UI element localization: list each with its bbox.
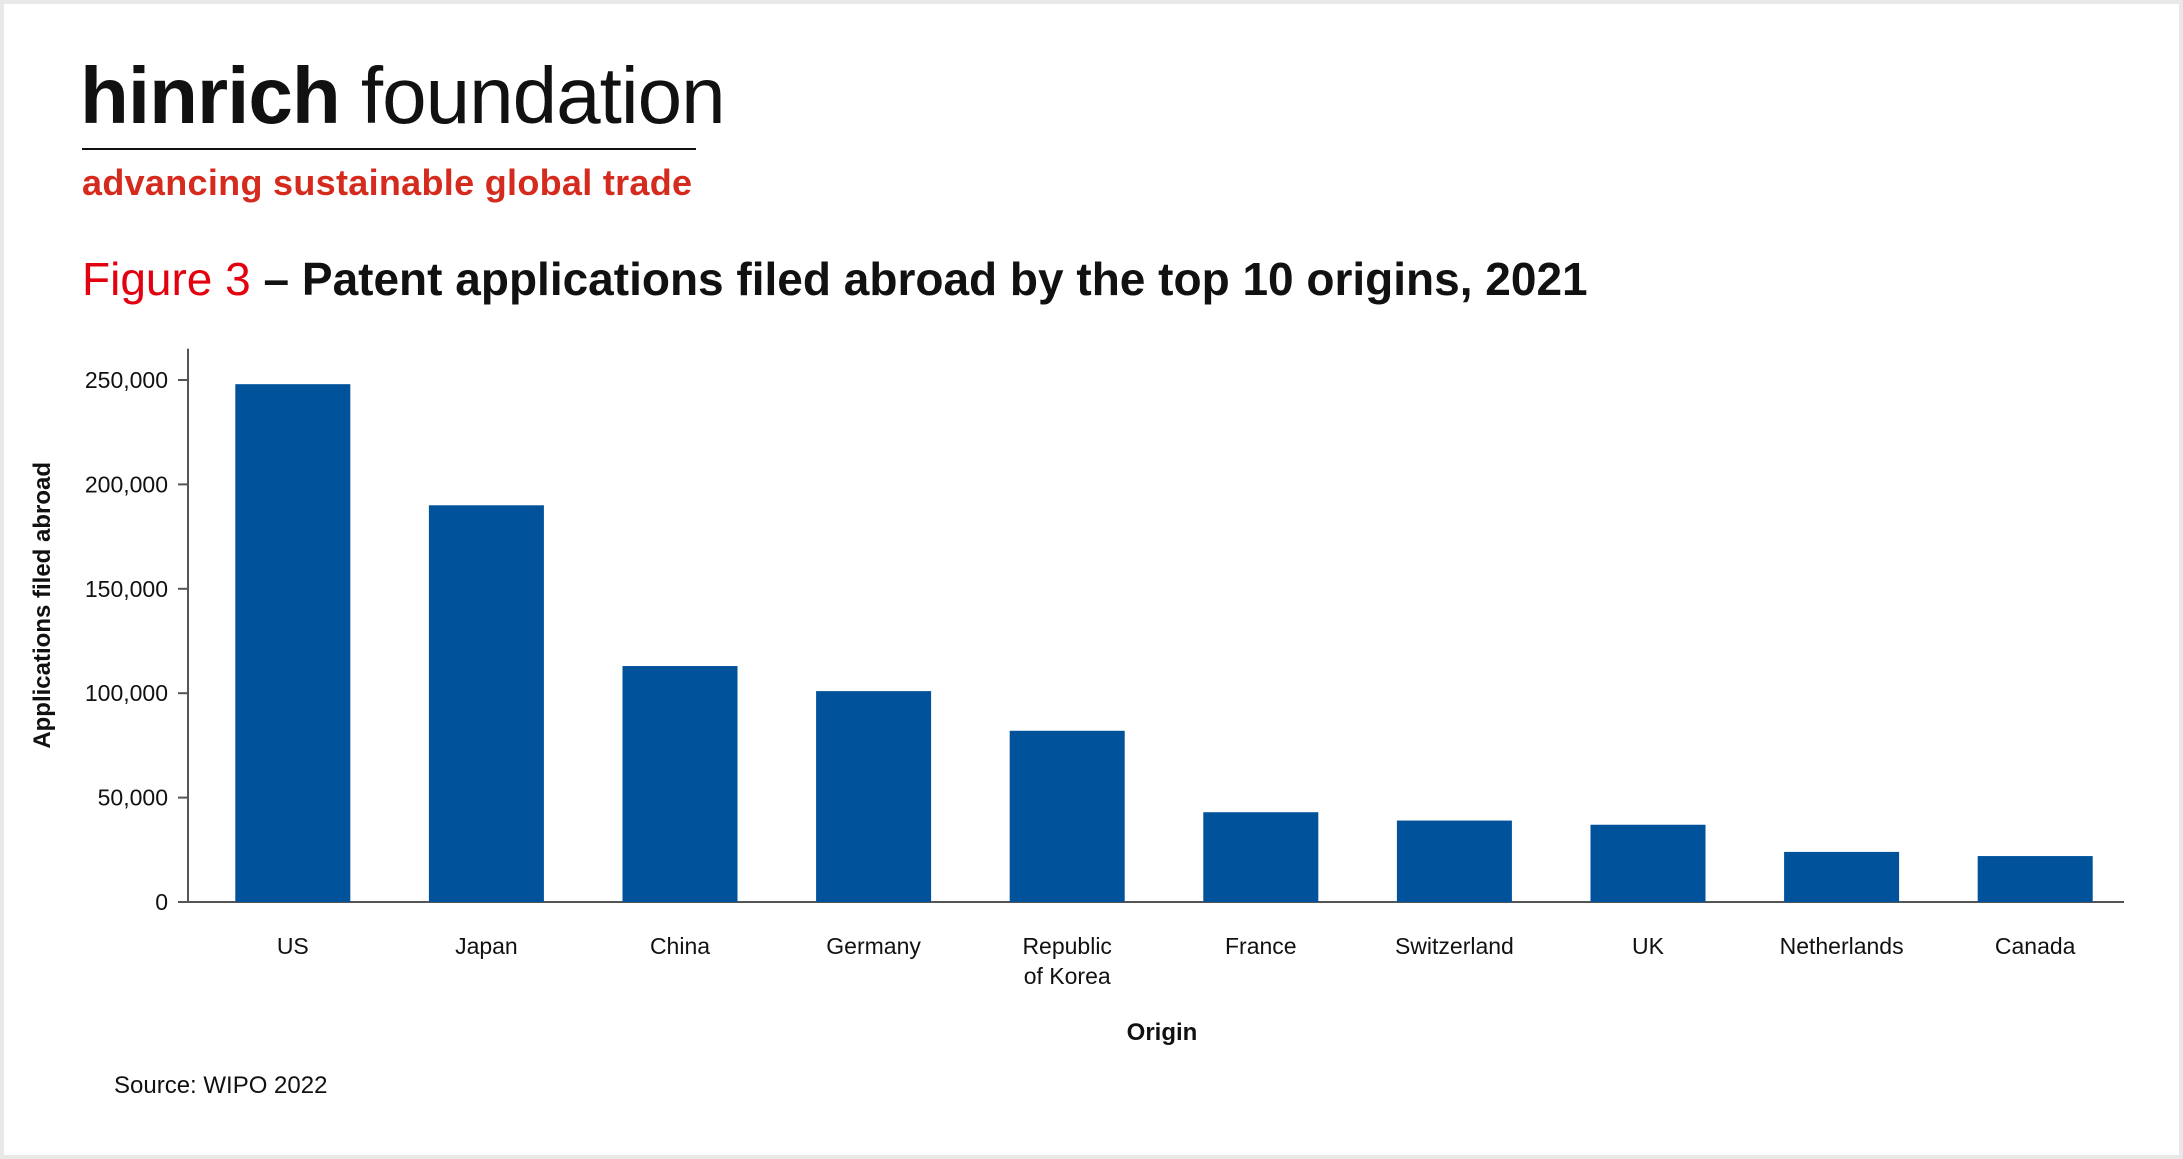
x-tick-label: Netherlands xyxy=(1780,933,1904,959)
bar-canada xyxy=(1977,856,2093,902)
x-axis-labels: US Japan China Germany Republic of Korea Franc… xyxy=(277,933,2076,989)
bar-netherlands xyxy=(1784,851,1900,902)
y-axis-title: Applications filed abroad xyxy=(29,462,56,749)
bar-china xyxy=(622,666,738,902)
x-tick-label: Switzerland xyxy=(1395,933,1514,959)
foundation-logo: hinrich foundation xyxy=(80,56,726,136)
bars xyxy=(235,384,2093,902)
logo-name-regular: foundation xyxy=(339,51,726,140)
x-tick-label: Germany xyxy=(826,933,921,959)
bar-france xyxy=(1203,812,1319,902)
bar-chart: 0 50,000 100,000 150,000 200,000 250,000 US Ja… xyxy=(29,348,2124,1046)
x-tick-label: France xyxy=(1225,933,1297,959)
logo-divider xyxy=(82,148,696,150)
logo-name-bold: hinrich xyxy=(80,51,341,140)
y-tick-label: 100,000 xyxy=(85,680,168,706)
bar-republic-of-korea xyxy=(1009,730,1125,902)
y-tick-label: 0 xyxy=(155,889,168,915)
x-tick-label: Republic of Korea xyxy=(1022,933,1112,989)
figure-title-text: – Patent applications filed abroad by th… xyxy=(250,253,1588,305)
x-tick-label: Canada xyxy=(1995,933,2076,959)
y-tick-label: 150,000 xyxy=(85,576,168,602)
y-tick-label: 50,000 xyxy=(98,785,168,811)
logo-tagline: advancing sustainable global trade xyxy=(82,162,693,203)
bar-japan xyxy=(428,505,544,902)
x-tick-label: Japan xyxy=(455,933,518,959)
figure-label: Figure 3 xyxy=(82,253,251,305)
figure-title: Figure 3 – Patent applications filed abr… xyxy=(82,252,1588,306)
bar-us xyxy=(235,384,351,902)
y-tick-label: 200,000 xyxy=(85,471,168,497)
y-tick-label: 250,000 xyxy=(85,367,168,393)
bar-germany xyxy=(816,691,932,902)
x-tick-label: China xyxy=(650,933,710,959)
y-axis-ticks: 0 50,000 100,000 150,000 200,000 250,000 xyxy=(85,367,188,915)
x-tick-label: US xyxy=(277,933,309,959)
bar-uk xyxy=(1590,824,1706,902)
x-tick-label: UK xyxy=(1632,933,1665,959)
x-axis-title: Origin xyxy=(1127,1019,1198,1046)
bar-switzerland xyxy=(1396,820,1512,902)
figure-card: hinrich foundation advancing sustainable… xyxy=(4,4,2179,1155)
source-note: Source: WIPO 2022 xyxy=(114,1072,328,1099)
